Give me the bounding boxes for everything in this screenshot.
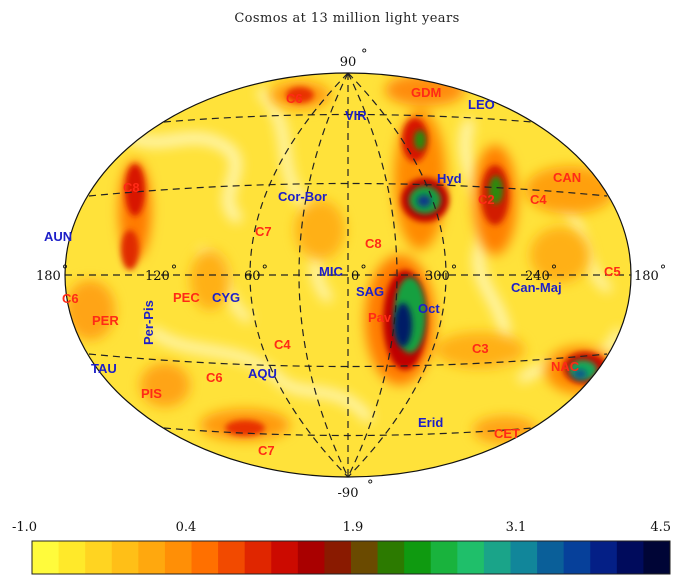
north-pole-label: 90: [340, 55, 357, 70]
lon-label: 0: [351, 269, 359, 284]
colorbar-swatch: [510, 541, 538, 574]
map-title: Cosmos at 13 million light years: [234, 11, 459, 26]
colorbar-swatch: [377, 541, 405, 574]
region-label: Per-Pis: [141, 300, 156, 345]
colorbar-swatch: [616, 541, 644, 574]
colorbar-swatch: [324, 541, 352, 574]
region-label: C6: [206, 370, 223, 385]
colorbar-swatch: [457, 541, 485, 574]
region-label: CAN: [553, 170, 581, 185]
lon-label: 180: [634, 269, 659, 284]
region-label: CYG: [212, 290, 240, 305]
region-label: C7: [255, 224, 272, 239]
colorbar-swatch: [32, 541, 59, 574]
colorbar-swatch: [164, 541, 192, 574]
colorbar-swatch: [271, 541, 299, 574]
region-label: MIC: [319, 264, 343, 279]
colorbar: [31, 540, 671, 575]
region-label: Erid: [418, 415, 443, 430]
region-label: PEC: [173, 290, 200, 305]
colorbar-swatch: [58, 541, 86, 574]
region-label: NAC: [551, 359, 580, 374]
lon-label: 240: [525, 269, 550, 284]
longitude-labels: 180 120 60 0 300 240 180 ° ° ° ° ° ° °: [36, 263, 666, 284]
region-label: Oct: [418, 301, 440, 316]
colorbar-swatch: [430, 541, 458, 574]
colorbar-tick: 4.5: [650, 520, 671, 535]
region-label: C8: [123, 180, 140, 195]
colorbar-swatch: [218, 541, 246, 574]
degree-mark: °: [451, 263, 458, 278]
region-label: AUN: [44, 229, 72, 244]
region-label: C2: [478, 192, 495, 207]
colorbar-swatch: [297, 541, 325, 574]
region-label: PER: [92, 313, 119, 328]
colorbar-swatch: [590, 541, 618, 574]
region-label: Pav: [368, 310, 392, 325]
region-label: C6: [62, 291, 79, 306]
region-label: C4: [530, 192, 547, 207]
deep-regions: [394, 195, 587, 379]
colorbar-swatch: [111, 541, 139, 574]
degree-mark: °: [262, 263, 269, 278]
region-label: AQU: [248, 366, 277, 381]
graticule: [65, 73, 631, 477]
region-label: LEO: [468, 97, 495, 112]
degree-mark: °: [551, 263, 558, 278]
degree-mark: °: [171, 263, 178, 278]
colorbar-swatch: [244, 541, 272, 574]
colorbar-swatch: [191, 541, 219, 574]
north-pole-degree: °: [361, 47, 368, 62]
colorbar-swatch: [85, 541, 113, 574]
colorbar-swatch: [138, 541, 166, 574]
lon-label: 180: [36, 269, 61, 284]
colorbar-swatch: [563, 541, 591, 574]
colorbar-ticks: -1.0 0.4 1.9 3.1 4.5: [12, 520, 671, 535]
region-label: CET: [494, 426, 520, 441]
region-label: C8: [365, 236, 382, 251]
region-label: C6: [286, 91, 303, 106]
region-label: Hyd: [437, 171, 462, 186]
region-label: C7: [258, 443, 275, 458]
south-pole-label: -90: [338, 486, 359, 501]
colorbar-tick: -1.0: [12, 520, 37, 535]
colorbar-swatch: [537, 541, 565, 574]
lon-label: 60: [244, 269, 261, 284]
region-label: SAG: [356, 284, 384, 299]
colorbar-swatch: [483, 541, 511, 574]
degree-mark: °: [62, 263, 69, 278]
colorbar-frame: [31, 540, 671, 575]
lon-label: 120: [145, 269, 170, 284]
colorbar-swatch: [351, 541, 378, 574]
region-label: C4: [274, 337, 291, 352]
region-label: Can-Maj: [511, 280, 562, 295]
region-label: Cor-Bor: [278, 189, 327, 204]
map-border: [64, 72, 632, 478]
south-pole-degree: °: [367, 478, 374, 493]
degree-mark: °: [660, 263, 667, 278]
region-label: C5: [604, 264, 621, 279]
region-labels: GDM LEO VIR C6 CAN C4 Hyd C2 Cor-Bor C7 …: [44, 85, 621, 458]
region-label: TAU: [91, 361, 117, 376]
region-label: VIR: [345, 108, 367, 123]
colorbar-tick: 3.1: [506, 520, 527, 535]
colorbar-swatch: [404, 541, 432, 574]
lon-label: 300: [425, 269, 450, 284]
region-label: GDM: [411, 85, 441, 100]
region-label: C3: [472, 341, 489, 356]
degree-mark: °: [360, 263, 367, 278]
colorbar-tick: 1.9: [343, 520, 364, 535]
colorbar-tick: 0.4: [176, 520, 197, 535]
region-label: PIS: [141, 386, 162, 401]
colorbar-swatch: [643, 541, 671, 574]
